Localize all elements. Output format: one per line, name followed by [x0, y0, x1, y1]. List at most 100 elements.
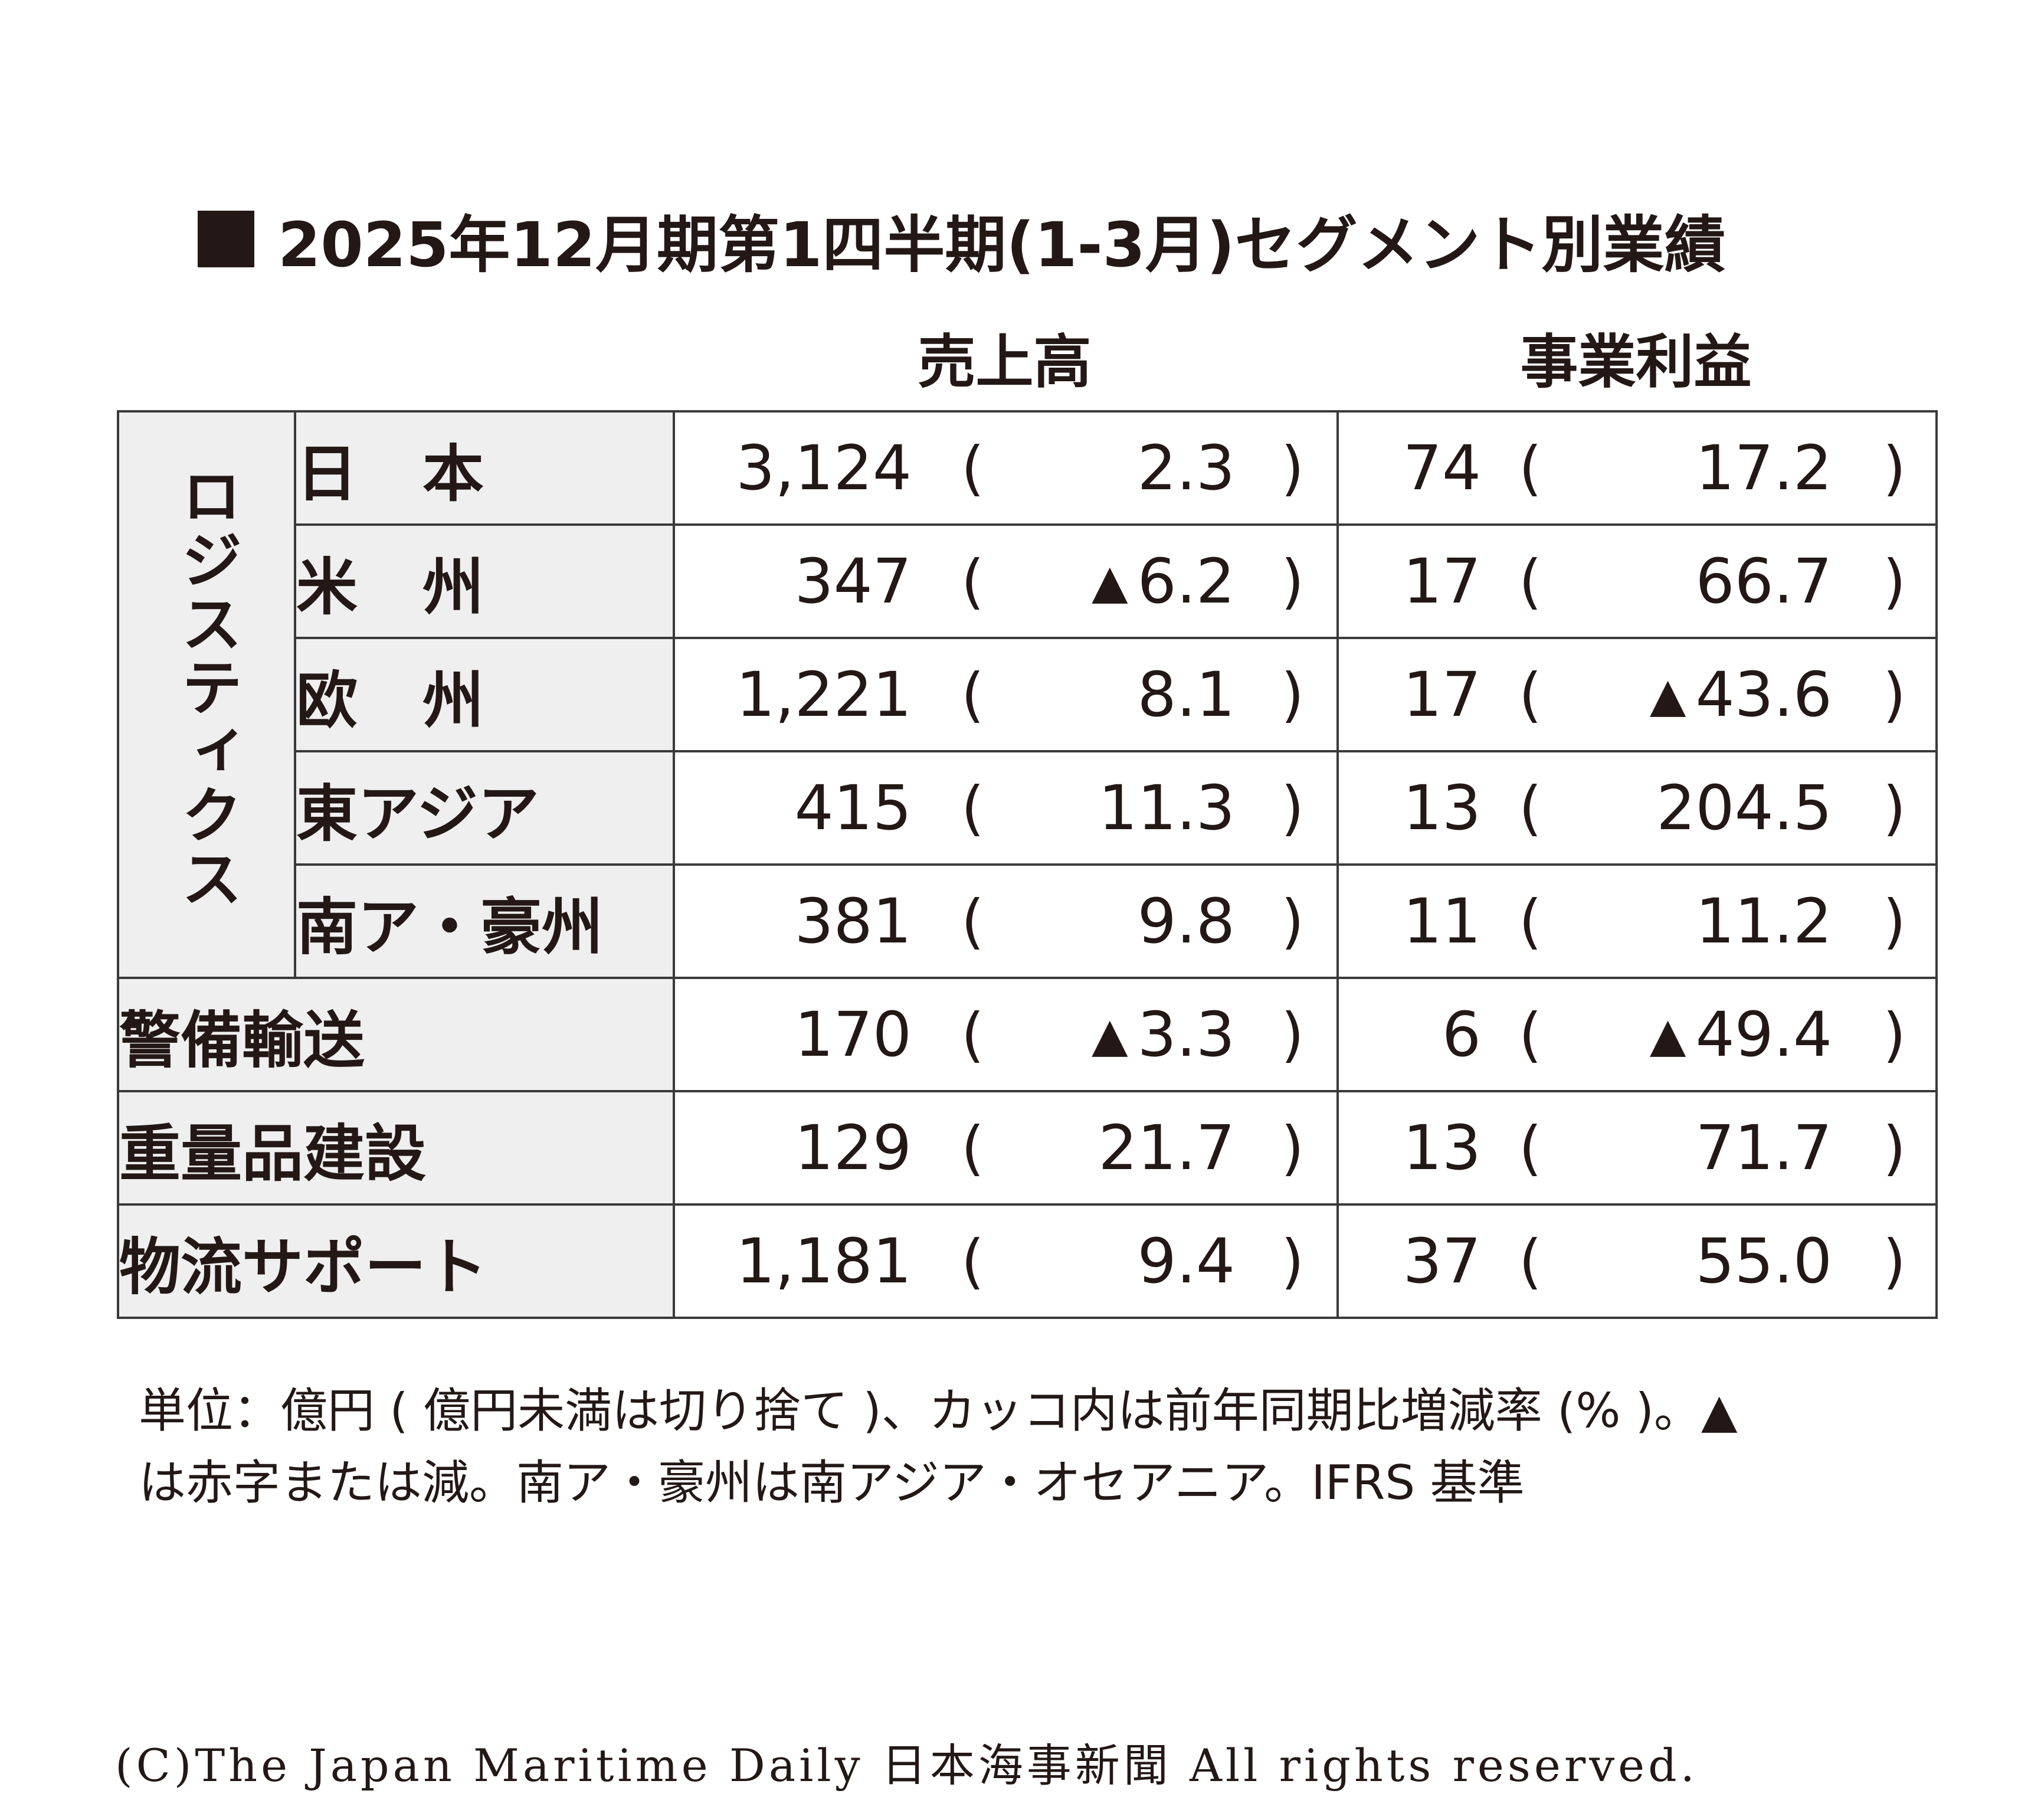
segment-label: 東アジア: [296, 777, 539, 850]
sales-cell: 381 (9.8): [673, 863, 1339, 979]
segment-label: 南ア・豪州: [296, 891, 604, 963]
profit-value: 11: [1403, 885, 1481, 957]
sales-change: 9.4: [1138, 1206, 1235, 1317]
table-row: ロジスティクス 日本 3,124 (2.3) 74 (17.2): [117, 410, 1938, 979]
sales-value: 1,181: [736, 1225, 912, 1297]
segment-label-cell: 警備輸送: [117, 977, 675, 1092]
profit-cell: 13 (204.5): [1336, 750, 1938, 866]
sales-value: 170: [794, 999, 912, 1071]
copyright: (C)The Japan Maritime Daily 日本海事新聞 All r…: [115, 1739, 1698, 1792]
profit-cell: 13 (71.7): [1336, 1090, 1938, 1206]
table-row: 欧州 1,221 (8.1) 17 (▲ 43.6): [118, 637, 1938, 752]
sales-value: 415: [794, 772, 912, 844]
sales-value: 129: [794, 1112, 912, 1184]
profit-change-value: 43.6: [1695, 659, 1832, 731]
profit-change: 66.7: [1695, 526, 1832, 637]
sales-change: ▲ 3.3: [1092, 979, 1235, 1090]
paren-open: (: [961, 660, 985, 729]
sales-value: 1,221: [736, 659, 912, 731]
paren-close: ): [1280, 1226, 1304, 1296]
sales-change-value: 3.3: [1137, 999, 1235, 1071]
sales-value: 347: [794, 545, 912, 617]
paren-close: ): [1882, 546, 1906, 616]
profit-change-value: 55.0: [1695, 1225, 1832, 1297]
paren-close: ): [1882, 1000, 1906, 1069]
sales-cell: 3,124 (2.3): [673, 410, 1339, 526]
paren-close: ): [1280, 886, 1304, 956]
segment-label: 米州: [296, 551, 549, 623]
footnote-line-1: 単位：億円 ( 億円未満は切り捨て )、カッコ内は前年同期比増減率 (% )。▲: [139, 1383, 1738, 1438]
paren-close: ): [1280, 773, 1304, 843]
sales-change: 2.3: [1138, 413, 1235, 523]
profit-value: 37: [1403, 1225, 1481, 1297]
paren-open: (: [961, 1000, 985, 1069]
profit-change: 17.2: [1695, 413, 1832, 523]
paren-open: (: [1519, 1113, 1542, 1183]
paren-open: (: [1519, 886, 1542, 956]
sales-change: 11.3: [1098, 752, 1235, 863]
sales-change-value: 11.3: [1098, 772, 1235, 844]
paren-open: (: [1519, 660, 1542, 729]
profit-change: 55.0: [1695, 1206, 1832, 1317]
paren-close: ): [1280, 1113, 1304, 1183]
table-row: 東アジア 415 (11.3) 13 (204.5): [118, 750, 1938, 866]
profit-cell: 74 (17.2): [1336, 410, 1938, 526]
paren-open: (: [961, 773, 985, 843]
sales-change-value: 2.3: [1137, 432, 1235, 504]
profit-change: 11.2: [1695, 866, 1832, 977]
paren-close: ): [1882, 433, 1906, 503]
sales-value: 381: [794, 885, 912, 957]
profit-change: ▲ 43.6: [1650, 639, 1832, 750]
profit-value: 74: [1403, 432, 1481, 504]
segment-label: 警備輸送: [119, 1004, 365, 1076]
paren-open: (: [1519, 546, 1542, 616]
paren-close: ): [1882, 1226, 1906, 1296]
paren-close: ): [1280, 1000, 1304, 1069]
segment-label-cell: 欧州: [294, 637, 675, 752]
profit-change-value: 11.2: [1695, 885, 1832, 957]
paren-close: ): [1882, 773, 1906, 843]
sales-change-value: 8.1: [1137, 659, 1235, 731]
profit-change-value: 71.7: [1695, 1112, 1832, 1184]
table-row: 重量品建設 129 (21.7) 13 (71.7): [117, 1090, 1938, 1206]
footnote-line-2: は赤字または減。南ア・豪州は南アジア・オセアニア。IFRS 基準: [139, 1455, 1525, 1510]
sales-change: 8.1: [1138, 639, 1235, 750]
profit-change-value: 66.7: [1695, 545, 1832, 617]
table-row: 米州 347 ( ▲ 6.2) 17 (66.7): [118, 523, 1938, 639]
table-row: 物流サポート 1,181 (9.4) 37 (55.0): [117, 1203, 1938, 1319]
title-text: 2025年12月期第1四半期(1-3月)セグメント別業績: [278, 208, 1726, 281]
paren-close: ): [1882, 660, 1906, 729]
paren-open: (: [1519, 433, 1542, 503]
group-label: ロジスティクス: [170, 464, 243, 911]
sales-change: ▲ 6.2: [1092, 526, 1235, 637]
profit-cell: 37 (55.0): [1336, 1203, 1938, 1319]
profit-change-value: 204.5: [1656, 772, 1832, 844]
profit-change: 71.7: [1695, 1092, 1832, 1203]
square-bullet-icon: [198, 211, 254, 267]
chart-title: 2025年12月期第1四半期(1-3月)セグメント別業績: [198, 192, 1726, 286]
paren-open: (: [1519, 773, 1542, 843]
triangle-decrease-icon: ▲: [1092, 1007, 1128, 1062]
sales-change-value: 9.4: [1137, 1225, 1235, 1297]
profit-cell: 11 (11.2): [1336, 863, 1938, 979]
triangle-decrease-icon: ▲: [1649, 1007, 1686, 1062]
segment-label: 日本: [296, 437, 549, 510]
profit-value: 17: [1403, 545, 1481, 617]
sales-value: 3,124: [736, 432, 912, 504]
paren-open: (: [1519, 1000, 1542, 1069]
sales-change: 9.8: [1138, 866, 1235, 977]
table-row: 警備輸送 170(▲ 3.3) 6(▲ 49.4): [117, 977, 1938, 1092]
paren-open: (: [961, 1113, 985, 1183]
segment-label: 重量品建設: [119, 1117, 427, 1190]
segment-label-cell: 米州: [294, 523, 675, 639]
segment-label-cell: 日本: [294, 410, 675, 526]
paren-open: (: [961, 433, 985, 503]
paren-open: (: [961, 546, 985, 616]
profit-cell: 17 (66.7): [1336, 523, 1938, 639]
paren-close: ): [1280, 546, 1304, 616]
profit-change-value: 49.4: [1695, 999, 1832, 1071]
table-row: 南ア・豪州 381 (9.8) 11 (11.2): [118, 863, 1938, 979]
triangle-decrease-icon: ▲: [1092, 554, 1128, 609]
profit-cell: 6 (▲ 49.4): [1336, 977, 1938, 1092]
header-sales: 売上高: [918, 329, 1092, 396]
